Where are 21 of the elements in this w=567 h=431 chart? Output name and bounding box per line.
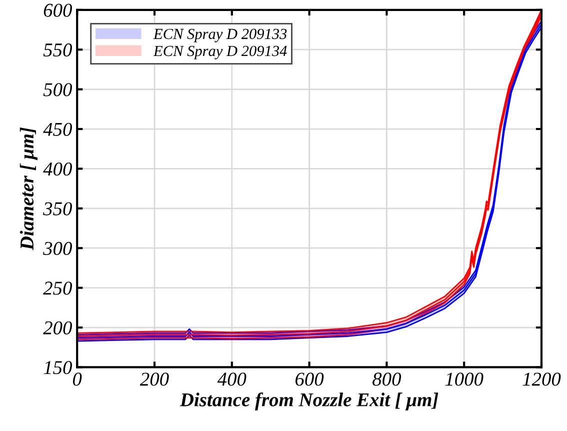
y-tick-label: 500 — [43, 83, 72, 96]
x-tick-label: 800 — [372, 372, 402, 386]
y-tick-label: 150 — [44, 361, 72, 374]
x-tick-label: 200 — [140, 372, 169, 386]
y-tick-label: 550 — [43, 43, 72, 57]
y-axis-title: Diameter [ μm] — [20, 128, 38, 250]
y-tick-label: 400 — [43, 162, 72, 176]
y-tick-label: 250 — [43, 282, 72, 295]
y-tick-label: 300 — [43, 242, 72, 256]
legend-label: ECN Spray D 209133 — [153, 28, 287, 42]
y-tick-label: 450 — [43, 122, 72, 136]
x-tick-label: 0 — [73, 372, 82, 386]
y-tick-label: 600 — [44, 4, 72, 17]
x-tick-label: 600 — [296, 372, 324, 386]
y-tick-label: 350 — [43, 202, 72, 216]
x-tick-label: 1200 — [522, 372, 561, 386]
x-tick-label: 400 — [217, 372, 246, 386]
x-axis-title: Distance from Nozzle Exit [ μm] — [180, 392, 438, 410]
y-tick-label: 200 — [43, 321, 72, 334]
x-tick-label: 1000 — [445, 372, 484, 386]
legend-label: ECN Spray D 209134 — [153, 46, 287, 60]
